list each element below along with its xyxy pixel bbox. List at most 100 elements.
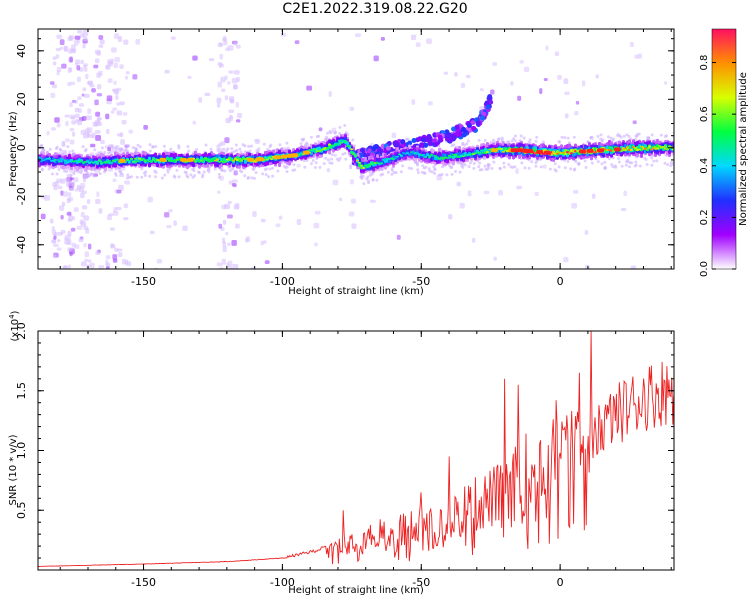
- line-axes: [38, 330, 674, 570]
- ridge-halo: [235, 148, 239, 152]
- ridge-cell: [130, 157, 133, 160]
- noise-speck: [96, 93, 103, 97]
- ridge-cell: [434, 154, 437, 157]
- noise-speck: [85, 73, 89, 80]
- ridge-peak: [536, 150, 544, 155]
- noise-speck: [333, 153, 337, 158]
- ridge-halo: [315, 135, 319, 139]
- noise-speck: [74, 244, 80, 249]
- ridge-halo: [596, 134, 600, 138]
- noise-speck: [318, 127, 323, 132]
- ridge-halo: [534, 161, 538, 165]
- ridge-cell: [134, 157, 137, 160]
- ridge-cell: [448, 154, 451, 157]
- ridge-cell: [454, 153, 457, 156]
- noise-speck: [223, 40, 228, 46]
- noise-speck: [78, 103, 85, 107]
- noise-speck: [132, 74, 138, 80]
- ridge-halo: [428, 169, 432, 173]
- ridge-halo: [589, 135, 593, 139]
- noise-speck: [94, 99, 99, 106]
- noise-speck: [119, 101, 125, 106]
- ridge-cell: [638, 148, 641, 151]
- noise-speck: [73, 177, 79, 183]
- ridge-halo: [108, 150, 112, 154]
- y-tick-label: 2.0: [15, 322, 28, 340]
- ridge-peak: [543, 150, 551, 155]
- noise-speck: [83, 225, 88, 231]
- noise-speck: [84, 251, 90, 258]
- ridge-halo: [498, 167, 502, 171]
- ridge-halo: [450, 172, 454, 176]
- noise-speck: [629, 41, 634, 48]
- ridge-halo: [519, 134, 523, 138]
- ridge-halo: [606, 135, 610, 139]
- ridge-cell: [240, 159, 243, 162]
- y-tick-label: 1.5: [15, 382, 28, 400]
- branch-cell: [487, 94, 493, 100]
- ridge-halo: [454, 169, 458, 173]
- ridge-halo: [557, 165, 561, 169]
- ridge-halo: [523, 166, 527, 170]
- noise-speck: [260, 218, 266, 223]
- noise-speck: [57, 239, 61, 243]
- ridge-cell: [556, 152, 559, 155]
- ridge-cell: [236, 158, 239, 162]
- noise-speck: [563, 256, 569, 263]
- noise-speck: [634, 54, 639, 59]
- ridge-halo: [617, 160, 621, 164]
- noise-speck: [110, 58, 114, 65]
- noise-speck: [232, 264, 239, 269]
- ridge-halo: [271, 174, 275, 178]
- noise-speck: [369, 199, 376, 203]
- y-scale-label: (x104): [8, 310, 21, 341]
- noise-speck: [121, 119, 127, 125]
- noise-speck: [231, 183, 237, 187]
- ridge-halo: [271, 166, 275, 170]
- ridge-halo: [309, 135, 313, 139]
- x-tick-label: 0: [557, 576, 564, 589]
- ridge-halo: [560, 135, 564, 139]
- ridge-cell: [86, 160, 89, 163]
- ridge-cell: [362, 166, 365, 169]
- noise-speck: [483, 190, 490, 195]
- ridge-halo: [175, 168, 179, 172]
- ridge-halo: [322, 162, 326, 166]
- noise-speck: [121, 258, 126, 265]
- noise-speck: [78, 186, 84, 193]
- noise-speck: [67, 82, 72, 87]
- ridge-halo: [131, 146, 135, 150]
- ridge-cell: [206, 159, 209, 161]
- ridge-cell: [424, 156, 427, 158]
- noise-speck: [122, 112, 128, 116]
- noise-speck: [57, 185, 63, 190]
- noise-speck: [517, 95, 522, 101]
- ridge-cell: [314, 148, 317, 150]
- ridge-halo: [48, 147, 52, 151]
- ridge-halo: [573, 167, 577, 171]
- ridge-cell: [52, 160, 55, 162]
- ridge-halo: [250, 176, 254, 180]
- ridge-halo: [554, 169, 558, 173]
- ridge-halo: [603, 166, 607, 170]
- noise-speck: [98, 70, 103, 76]
- noise-speck: [69, 81, 76, 86]
- noise-speck: [123, 217, 129, 221]
- noise-speck: [164, 69, 170, 74]
- branch-cell: [423, 142, 429, 148]
- ridge-halo: [448, 163, 452, 167]
- ridge-halo: [361, 174, 365, 178]
- ridge-halo: [262, 142, 266, 146]
- ridge-halo: [477, 138, 481, 142]
- branch-cell: [448, 137, 454, 143]
- branch-cell: [481, 111, 487, 117]
- noise-speck: [564, 113, 569, 119]
- noise-speck: [168, 209, 173, 213]
- noise-speck: [69, 67, 73, 72]
- ridge-halo: [306, 143, 310, 147]
- ridge-halo: [557, 140, 561, 144]
- ridge-halo: [63, 169, 67, 173]
- ridge-halo: [511, 165, 515, 169]
- ridge-halo: [125, 176, 129, 180]
- noise-speck: [208, 58, 215, 62]
